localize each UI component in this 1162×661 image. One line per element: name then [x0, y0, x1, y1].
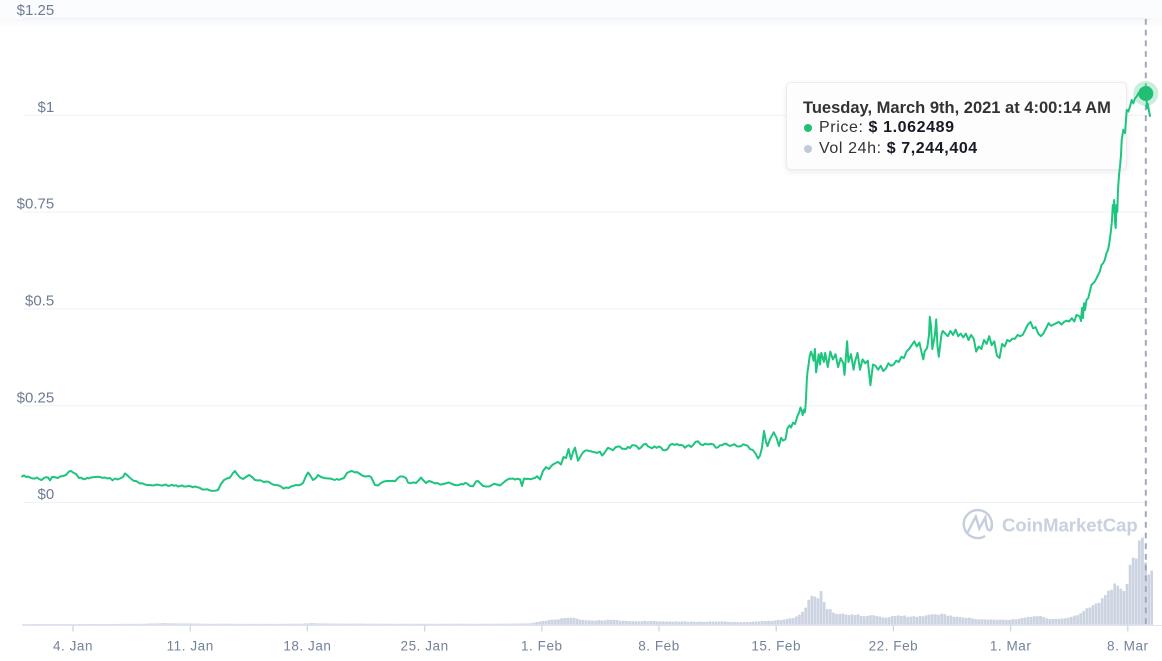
- svg-text:18. Jan: 18. Jan: [283, 639, 331, 654]
- svg-text:$1.25: $1.25: [17, 2, 55, 19]
- svg-text:25. Jan: 25. Jan: [401, 639, 449, 654]
- svg-text:15. Feb: 15. Feb: [751, 639, 801, 654]
- svg-text:$0.75: $0.75: [17, 196, 55, 213]
- svg-text:4. Jan: 4. Jan: [53, 639, 93, 654]
- svg-text:8. Mar: 8. Mar: [1107, 639, 1149, 654]
- svg-text:CoinMarketCap: CoinMarketCap: [1002, 515, 1138, 536]
- svg-text:1. Mar: 1. Mar: [990, 639, 1032, 654]
- svg-text:1. Feb: 1. Feb: [521, 639, 563, 654]
- svg-text:$0: $0: [38, 486, 55, 503]
- svg-text:8. Feb: 8. Feb: [638, 639, 680, 654]
- svg-text:$1: $1: [38, 99, 55, 116]
- svg-text:$0.25: $0.25: [17, 389, 55, 406]
- svg-text:$0.5: $0.5: [25, 293, 54, 310]
- svg-text:22. Feb: 22. Feb: [869, 639, 919, 654]
- svg-text:11. Jan: 11. Jan: [167, 639, 214, 654]
